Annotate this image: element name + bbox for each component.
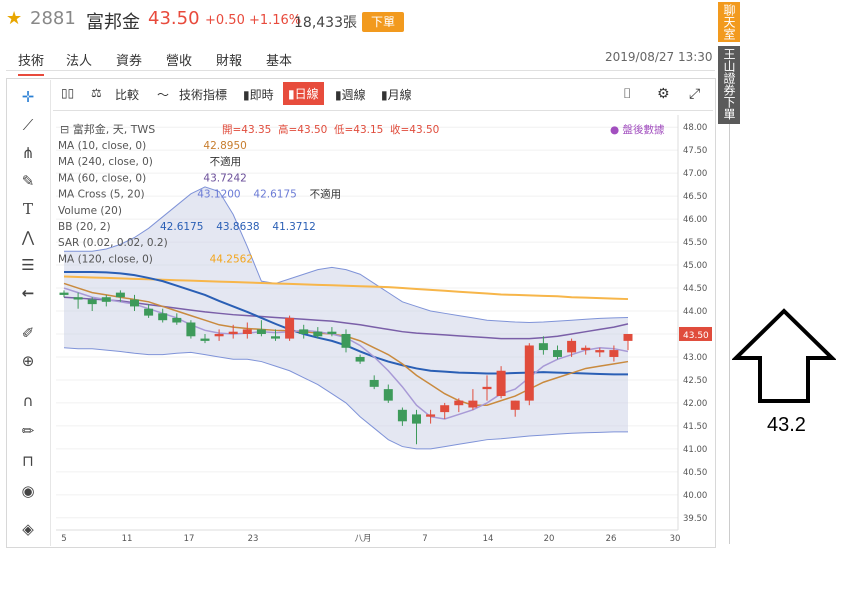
side-divider bbox=[729, 124, 730, 544]
stock-name: 富邦金 bbox=[86, 12, 140, 33]
annotation-value: 43.2 bbox=[767, 414, 806, 436]
order-button[interactable]: 下單 bbox=[362, 12, 404, 32]
tab-divider bbox=[6, 70, 715, 71]
stock-price: 43.50 bbox=[148, 8, 200, 29]
chat-room-label: 聊天室 bbox=[722, 4, 736, 40]
back-arrow-icon[interactable]: ← bbox=[21, 284, 35, 302]
settings-icon[interactable]: ⚙ bbox=[657, 86, 670, 102]
daily-button[interactable]: ▮日線 bbox=[283, 82, 324, 105]
tab-bar: 技術 法人 資券 營收 財報 基本 bbox=[0, 46, 715, 76]
zoom-in-icon[interactable]: ⊕ bbox=[21, 352, 35, 370]
star-icon[interactable]: ★ bbox=[6, 8, 23, 29]
price-change: +0.50 +1.16% bbox=[205, 13, 302, 28]
brush-icon[interactable]: ✎ bbox=[21, 172, 35, 190]
pencil-lock-icon[interactable]: ✏ bbox=[21, 422, 35, 440]
monthly-label: 月線 bbox=[387, 88, 412, 102]
daily-label: 日線 bbox=[294, 87, 319, 101]
chart-toolbar: ▯▯ ⚖ 比較 〜 技術指標 ▮即時 ▮日線 ▮週線 ▮月線 ⌷ ⚙ ⤢ bbox=[53, 80, 713, 111]
stock-code: 2881 bbox=[30, 8, 76, 29]
pattern-icon[interactable]: ⋀ bbox=[21, 228, 35, 246]
broker-order-button[interactable]: 王山證券下單 bbox=[718, 46, 740, 124]
tab-basic[interactable]: 基本 bbox=[266, 54, 293, 69]
compare-button[interactable]: 比較 bbox=[115, 88, 140, 102]
broker-order-label: 王山證券下單 bbox=[722, 48, 736, 120]
magnet-icon[interactable]: ∩ bbox=[22, 392, 34, 410]
crosshair-icon[interactable]: ✛ bbox=[21, 88, 35, 106]
up-arrow-annotation bbox=[732, 308, 836, 403]
drawing-toolbar: ✛ ⟋ ⋔ ✎ T ⋀ ☰ ← ✐ ⊕ ∩ ✏ ⊓ ◉ ◈ bbox=[6, 80, 51, 546]
quote-datetime: 2019/08/27 13:30 bbox=[605, 50, 713, 64]
eye-icon[interactable]: ◉ bbox=[21, 482, 35, 500]
fib-icon[interactable]: ☰ bbox=[21, 256, 35, 274]
ruler-icon[interactable]: ✐ bbox=[21, 324, 35, 342]
monthly-button[interactable]: ▮月線 bbox=[381, 88, 412, 102]
chat-room-button[interactable]: 聊天室 bbox=[718, 2, 740, 42]
pitchfork-icon[interactable]: ⋔ bbox=[21, 144, 35, 162]
compare-icon[interactable]: ⚖ bbox=[91, 86, 102, 100]
chart-frame bbox=[6, 78, 716, 548]
weekly-label: 週線 bbox=[341, 88, 366, 102]
camera-icon[interactable]: ⌷ bbox=[623, 86, 632, 102]
intraday-button[interactable]: ▮即時 bbox=[243, 88, 274, 102]
tab-technical[interactable]: 技術 bbox=[18, 50, 45, 76]
weekly-button[interactable]: ▮週線 bbox=[335, 88, 366, 102]
tab-revenue[interactable]: 營收 bbox=[166, 54, 193, 69]
tab-financials[interactable]: 財報 bbox=[216, 54, 243, 69]
quote-header: ★ 2881 富邦金 43.50 +0.50 +1.16% 18,433張 下單 bbox=[0, 0, 715, 40]
trend-line-icon[interactable]: ⟋ bbox=[22, 116, 34, 134]
layers-icon[interactable]: ◈ bbox=[22, 520, 34, 538]
lock-icon[interactable]: ⊓ bbox=[22, 452, 34, 470]
intraday-label: 即時 bbox=[249, 88, 274, 102]
trade-volume: 18,433張 bbox=[294, 15, 357, 31]
text-tool-icon[interactable]: T bbox=[22, 200, 33, 218]
tab-institutional[interactable]: 法人 bbox=[66, 54, 93, 69]
fullscreen-icon[interactable]: ⤢ bbox=[689, 86, 701, 102]
indicators-button[interactable]: 技術指標 bbox=[179, 88, 228, 102]
tab-margin[interactable]: 資券 bbox=[116, 54, 143, 69]
indicator-icon[interactable]: 〜 bbox=[157, 88, 170, 102]
candle-type-icon[interactable]: ▯▯ bbox=[61, 86, 75, 100]
